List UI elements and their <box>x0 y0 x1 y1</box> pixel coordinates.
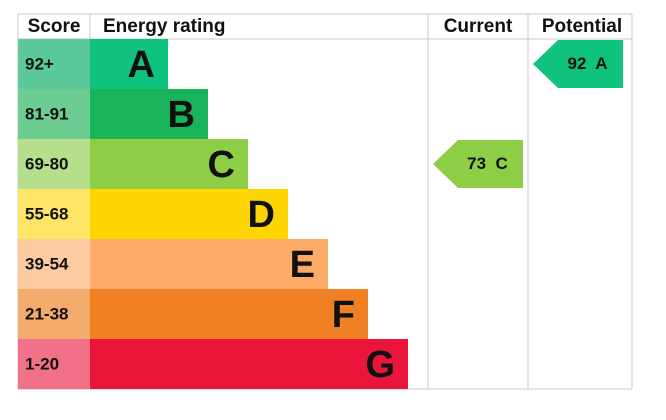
header-rating: Energy rating <box>103 16 225 37</box>
rating-bar <box>90 289 368 339</box>
score-range: 69-80 <box>25 154 68 173</box>
header-score: Score <box>28 16 81 37</box>
score-range: 55-68 <box>25 204 68 223</box>
rating-letter: D <box>248 194 275 236</box>
score-range: 81-91 <box>25 104 68 123</box>
potential-arrow <box>533 40 623 88</box>
rating-letter: F <box>332 294 355 336</box>
header-potential: Potential <box>542 16 622 37</box>
score-cell <box>18 89 90 139</box>
score-cell <box>18 139 90 189</box>
score-range: 39-54 <box>25 254 69 273</box>
rating-bar <box>90 139 248 189</box>
current-letter: C <box>496 154 508 173</box>
rating-letter: A <box>128 44 155 86</box>
rating-bar <box>90 39 168 89</box>
score-range: 92+ <box>25 54 54 73</box>
rating-letter: B <box>168 94 195 136</box>
score-cell <box>18 189 90 239</box>
score-cell <box>18 239 90 289</box>
score-cell <box>18 289 90 339</box>
potential-letter: A <box>595 54 607 73</box>
rating-bar <box>90 189 288 239</box>
score-cell <box>18 339 90 389</box>
score-range: 1-20 <box>25 354 59 373</box>
potential-value: 92 <box>567 54 586 73</box>
rating-letter: G <box>365 344 395 386</box>
header-current: Current <box>444 16 513 37</box>
potential-label: 92 A <box>567 54 607 73</box>
current-arrow <box>433 140 523 188</box>
current-label: 73 C <box>467 154 508 173</box>
current-value: 73 <box>467 154 486 173</box>
rating-letter: C <box>208 144 235 186</box>
rating-bar <box>90 239 328 289</box>
rating-bar <box>90 89 208 139</box>
rating-bar <box>90 339 408 389</box>
score-range: 21-38 <box>25 304 68 323</box>
rating-letter: E <box>290 244 315 286</box>
score-cell <box>18 39 90 89</box>
